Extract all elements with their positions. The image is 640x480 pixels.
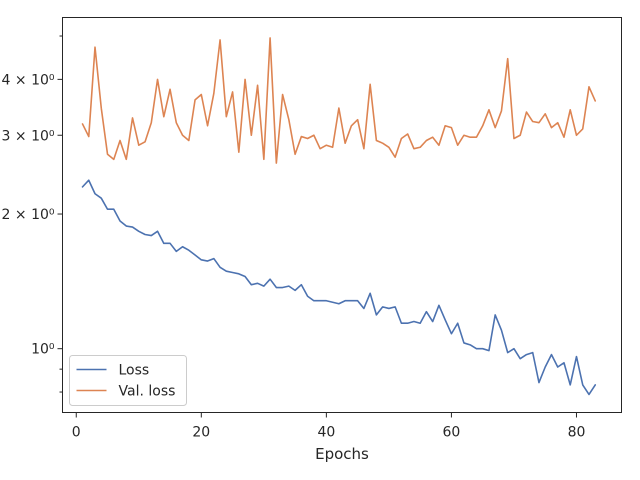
series-line-2: [81, 37, 597, 164]
x-tick-label: 80: [568, 425, 586, 441]
x-tick-label: 0: [72, 425, 81, 441]
legend: Loss Val. loss: [69, 355, 187, 406]
legend-box: [69, 355, 187, 406]
y-tick-label: 2 × 10⁰: [2, 207, 55, 223]
x-tick-label: 20: [192, 425, 210, 441]
x-axis-title: Epochs: [315, 445, 369, 463]
legend-label-1: Loss: [119, 363, 150, 379]
plot-layer: [81, 37, 597, 396]
x-tick-label: 40: [317, 425, 335, 441]
plot-frame: [62, 17, 622, 413]
axis-layer: 0 20 40 60 80 10⁰ 2 × 10⁰ 3 × 10⁰ 4 × 10⁰: [2, 35, 586, 441]
x-tick-label: 60: [443, 425, 461, 441]
y-tick-label: 10⁰: [31, 342, 55, 358]
legend-label-2: Val. loss: [119, 384, 176, 400]
y-tick-label: 3 × 10⁰: [2, 128, 55, 144]
series-line-1: [81, 179, 597, 396]
y-tick-label: 4 × 10⁰: [2, 72, 55, 88]
